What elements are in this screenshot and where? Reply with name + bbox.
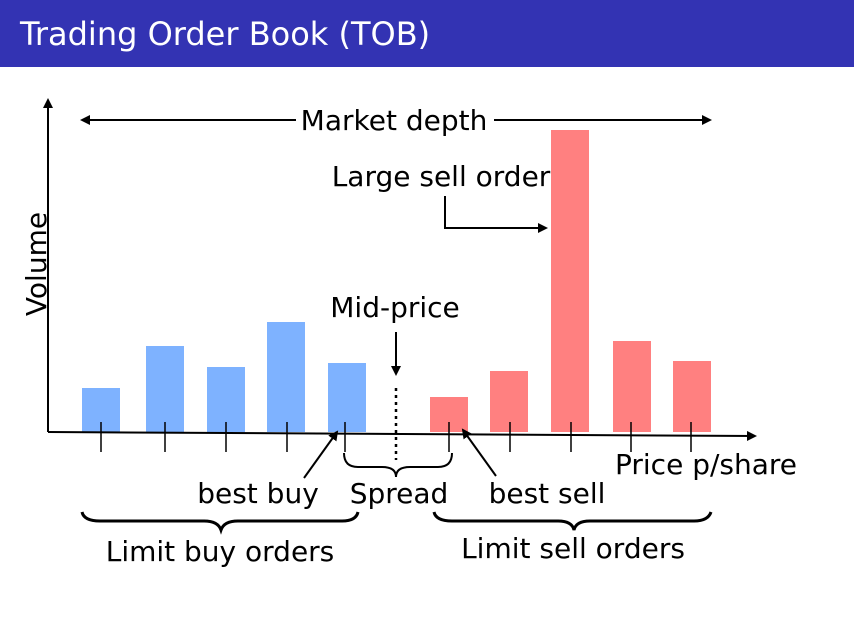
best-buy-arrow	[303, 430, 339, 479]
x-axis	[47, 430, 757, 441]
buy-order-bar-3	[207, 367, 245, 432]
limit-sell-brace	[432, 511, 713, 531]
sell-order-bar-5	[673, 361, 711, 432]
spread-label: Spread	[350, 477, 449, 510]
market-depth-label: Market depth	[301, 104, 488, 137]
sell-order-bar-2	[490, 371, 528, 432]
y-axis-label: Volume	[20, 212, 53, 316]
best-sell-label: best sell	[489, 477, 606, 510]
buy-order-bar-5	[328, 363, 366, 432]
sell-order-bar-4	[613, 341, 651, 432]
limit-buy-brace	[80, 511, 360, 535]
mid-price-label: Mid-price	[330, 291, 460, 324]
spread-bracket	[343, 452, 453, 478]
x-axis-ticks	[100, 422, 692, 452]
large-sell-order-label: Large sell order	[332, 160, 551, 193]
sell-order-bar-3	[551, 130, 589, 432]
limit-buy-orders-label: Limit buy orders	[106, 535, 335, 568]
best-sell-arrow	[461, 428, 497, 477]
buy-order-bar-4	[267, 322, 305, 432]
large-sell-order-arrow	[444, 196, 548, 233]
x-axis-label: Price p/share	[615, 448, 797, 481]
best-buy-label: best buy	[197, 477, 319, 510]
title-bar: Trading Order Book (TOB)	[0, 0, 854, 67]
buy-order-bar-2	[146, 346, 184, 432]
slide-title: Trading Order Book (TOB)	[20, 15, 431, 53]
limit-sell-orders-label: Limit sell orders	[461, 532, 685, 565]
